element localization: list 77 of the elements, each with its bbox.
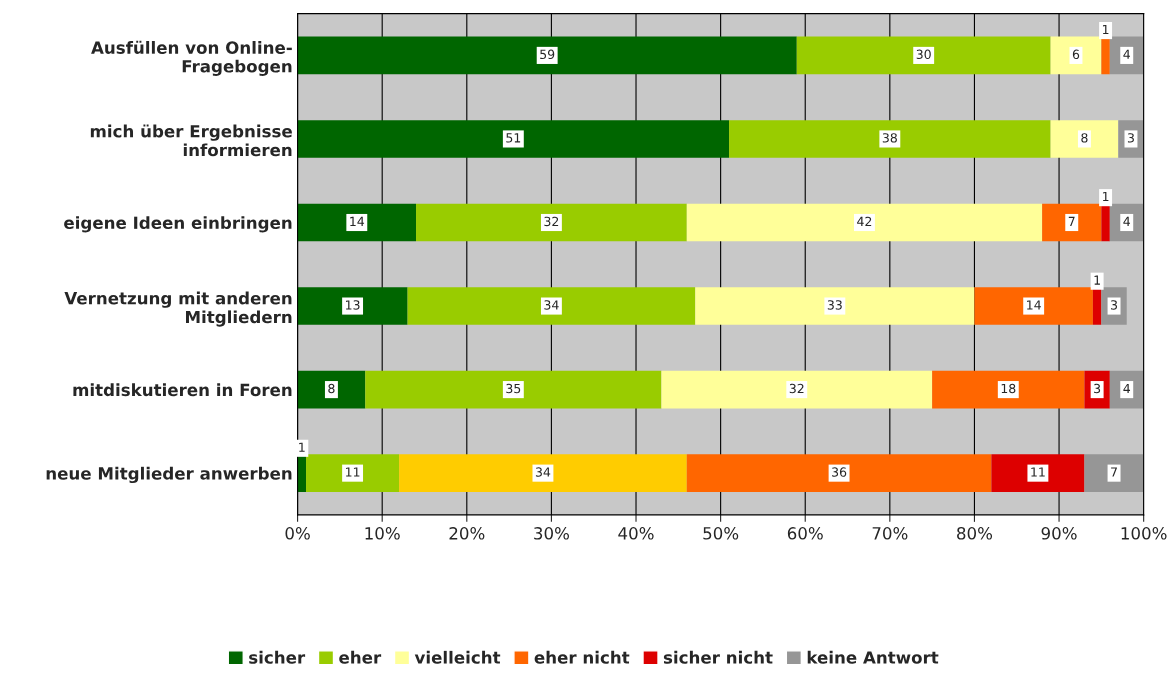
bar	[297, 287, 408, 325]
data-label: 3	[1094, 383, 1101, 394]
data-label: 1	[1102, 24, 1109, 35]
x-tick-label: 40%	[618, 527, 654, 540]
bar	[991, 454, 1085, 492]
bar	[686, 454, 992, 492]
data-label: 42	[857, 216, 872, 226]
data-label: 14	[350, 216, 365, 226]
data-label: 4	[1123, 383, 1131, 394]
bar	[306, 454, 400, 492]
data-label: 34	[535, 467, 551, 477]
bar	[729, 120, 1051, 158]
data-label: 51	[506, 133, 521, 143]
bar	[297, 370, 366, 409]
y-tick-label: mich über Ergebnisse informieren	[90, 124, 292, 157]
bar	[695, 287, 975, 325]
bar	[399, 454, 687, 492]
data-label: 18	[1001, 383, 1016, 394]
data-label: 4	[1123, 216, 1131, 226]
bar	[297, 203, 417, 242]
bar	[297, 36, 797, 75]
x-tick-label: 80%	[957, 527, 993, 540]
bar	[686, 203, 1043, 242]
legend-label: sicher nicht	[663, 650, 773, 664]
data-label: 6	[1072, 49, 1080, 60]
data-label: 32	[544, 216, 559, 227]
y-tick-label: Vernetzung mit anderen Mitgliedern	[64, 291, 292, 327]
bar	[1084, 454, 1144, 492]
x-tick-label: 0%	[285, 527, 310, 540]
data-label: 30	[916, 49, 931, 60]
bar	[932, 370, 1085, 409]
x-tick-label: 70%	[872, 527, 908, 540]
data-label: 8	[328, 383, 335, 394]
legend-label: keine Antwort	[807, 650, 939, 664]
data-label: 36	[832, 467, 847, 477]
y-tick-label: Ausfüllen von Online- Fragebogen	[91, 40, 292, 76]
data-label: 7	[1111, 467, 1117, 477]
legend-label: sicher	[249, 650, 306, 664]
x-tick-label: 30%	[534, 527, 570, 540]
data-label: 8	[1081, 133, 1088, 143]
data-label: 3	[1111, 300, 1118, 310]
bar	[796, 36, 1051, 75]
data-label: 32	[789, 383, 804, 394]
bar	[297, 120, 730, 158]
data-label: 1	[1102, 191, 1109, 202]
y-tick-label: mitdiskutieren in Foren	[73, 383, 292, 397]
data-label: 14	[1027, 300, 1041, 310]
data-label: 7	[1068, 216, 1075, 226]
bar	[661, 370, 933, 409]
data-label: 59	[540, 49, 555, 60]
x-tick-label: 10%	[365, 527, 400, 540]
x-tick-label: 60%	[787, 527, 823, 540]
data-label: 13	[346, 300, 360, 310]
bar	[1050, 120, 1119, 158]
bar	[416, 203, 687, 242]
data-label: 1	[1094, 275, 1100, 285]
y-tick-label: eigene Ideen einbringen	[64, 216, 292, 233]
data-label: 33	[827, 300, 842, 310]
data-label: 11	[346, 467, 360, 477]
x-tick-label: 90%	[1041, 527, 1077, 540]
x-tick-label: 50%	[703, 527, 739, 540]
legend-label: eher nicht	[534, 650, 630, 664]
data-label: 11	[1031, 467, 1045, 477]
data-label: 3	[1127, 133, 1134, 143]
bar	[407, 287, 696, 325]
data-label: 34	[544, 300, 559, 310]
data-label: 1	[299, 442, 305, 452]
data-label: 35	[506, 383, 521, 394]
legend-label: eher	[339, 650, 382, 664]
bar	[365, 370, 662, 409]
y-tick-label: neue Mitglieder anwerben	[46, 466, 292, 484]
x-tick-label: 20%	[449, 527, 485, 540]
x-tick-label: 100%	[1121, 527, 1167, 540]
data-label: 38	[882, 133, 897, 143]
legend-label: vielleicht	[414, 650, 501, 664]
data-label: 4	[1123, 49, 1131, 59]
bar	[974, 287, 1093, 325]
